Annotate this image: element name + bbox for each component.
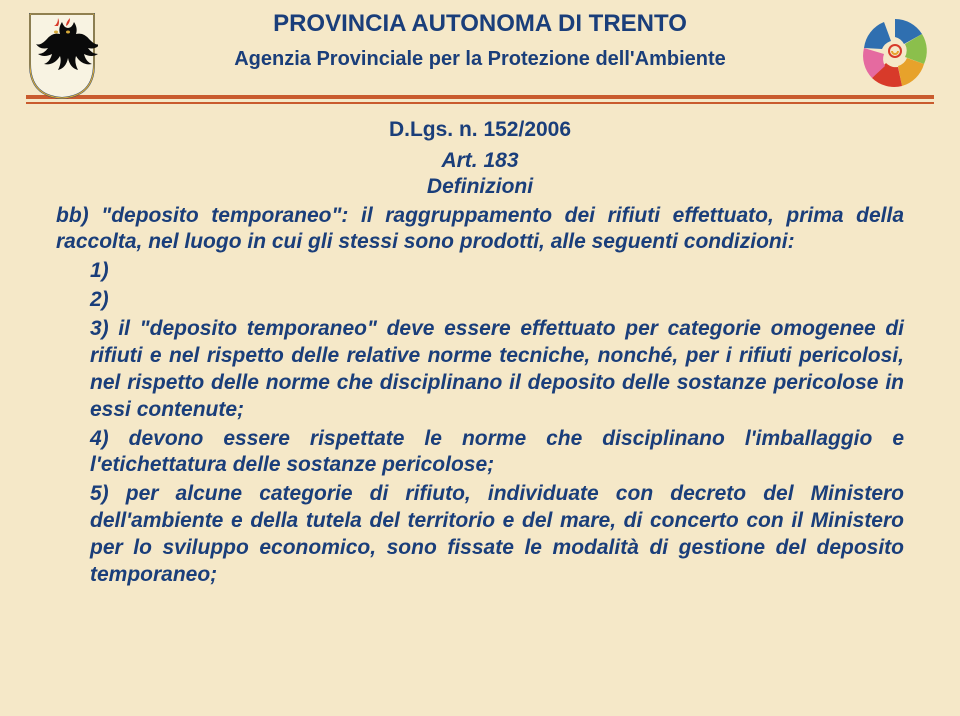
article-reference: Art. 183 — [56, 148, 904, 174]
list-item-5: 5) per alcune categorie di rifiuto, indi… — [56, 481, 904, 589]
list-item-2: 2) — [56, 287, 904, 314]
page-header: PROVINCIA AUTONOMA DI TRENTO Agenzia Pro… — [0, 0, 960, 77]
lead-paragraph: bb) "deposito temporaneo": il raggruppam… — [56, 203, 904, 257]
definitions-label: Definizioni — [56, 174, 904, 200]
list-item-4: 4) devono essere rispettate le norme che… — [56, 426, 904, 480]
law-reference: D.Lgs. n. 152/2006 — [56, 118, 904, 142]
header-divider — [26, 95, 934, 104]
list-item-3: 3) il "deposito temporaneo" deve essere … — [56, 316, 904, 424]
header-main-title: PROVINCIA AUTONOMA DI TRENTO — [120, 10, 840, 38]
document-body: D.Lgs. n. 152/2006 Art. 183 Definizioni … — [0, 104, 960, 589]
header-sub-title: Agenzia Provinciale per la Protezione de… — [120, 48, 840, 71]
list-item-1: 1) — [56, 258, 904, 285]
